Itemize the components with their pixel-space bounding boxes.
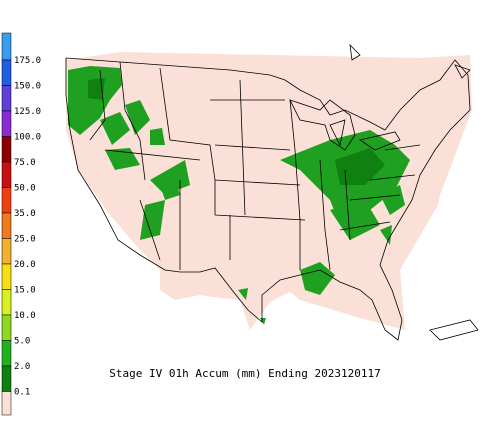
precip-heavy bbox=[88, 78, 385, 185]
legend-label: 0.1 bbox=[14, 388, 30, 398]
legend-label: 5.0 bbox=[14, 337, 30, 347]
legend-swatch bbox=[1, 340, 12, 367]
legend-label: 150.0 bbox=[14, 82, 41, 92]
legend-swatch bbox=[1, 32, 12, 61]
legend-label: 175.0 bbox=[14, 56, 41, 66]
map-title: Stage IV 01h Accum (mm) Ending 202312011… bbox=[109, 367, 381, 380]
legend-label: 10.0 bbox=[14, 311, 36, 321]
legend-swatch bbox=[1, 187, 12, 214]
legend-label: 20.0 bbox=[14, 260, 36, 270]
legend-label: 100.0 bbox=[14, 133, 41, 143]
legend-swatch bbox=[1, 110, 12, 137]
legend-swatch bbox=[1, 136, 12, 163]
legend-swatch bbox=[1, 238, 12, 265]
legend-label: 25.0 bbox=[14, 235, 36, 245]
legend-swatch bbox=[1, 289, 12, 316]
legend-swatch bbox=[1, 85, 12, 112]
legend-label: 125.0 bbox=[14, 107, 41, 117]
legend-swatch bbox=[1, 391, 12, 416]
legend-swatch bbox=[1, 365, 12, 392]
legend-swatch bbox=[1, 212, 12, 239]
legend-swatch bbox=[1, 161, 12, 188]
legend-swatch bbox=[1, 263, 12, 290]
legend: 175.0 150.0 125.0 100.0 75.0 50.0 35.0 25.0 20.0… bbox=[1, 32, 41, 416]
boundaries bbox=[65, 43, 479, 341]
legend-swatch bbox=[1, 314, 12, 341]
legend-label: 50.0 bbox=[14, 184, 36, 194]
legend-label: 2.0 bbox=[14, 362, 30, 372]
analysis-domain bbox=[66, 52, 472, 330]
legend-swatch bbox=[1, 59, 12, 86]
legend-label: 15.0 bbox=[14, 286, 36, 296]
legend-label: 35.0 bbox=[14, 209, 36, 219]
legend-label: 75.0 bbox=[14, 158, 36, 168]
